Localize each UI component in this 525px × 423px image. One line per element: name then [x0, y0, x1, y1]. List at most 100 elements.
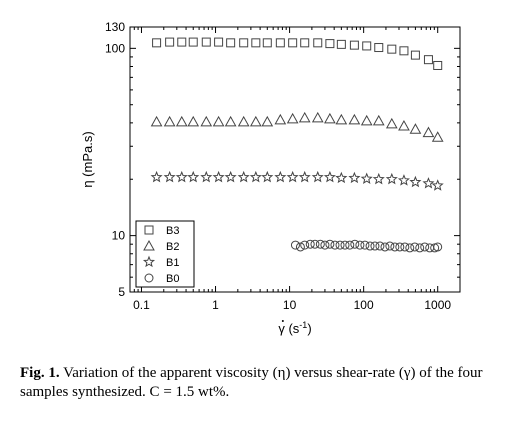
- data-point-b0: [370, 241, 380, 251]
- x-tick-label: 1: [212, 298, 219, 312]
- data-point-b2: [163, 115, 176, 127]
- data-point-b3: [325, 39, 335, 49]
- data-point-b0: [405, 243, 415, 253]
- data-point-b3: [214, 37, 224, 47]
- plot-area: [129, 26, 461, 293]
- data-point-b0: [365, 241, 375, 251]
- data-point-b2: [422, 126, 435, 138]
- data-point-b2: [431, 131, 444, 142]
- x-tick-label: 0.1: [133, 298, 150, 312]
- series-b0: [290, 239, 443, 253]
- data-point-b3: [300, 38, 310, 48]
- data-point-b3: [374, 43, 384, 53]
- data-point-b1: [385, 172, 398, 185]
- data-point-b3: [387, 44, 397, 54]
- data-marks: [150, 37, 444, 253]
- data-point-b0: [385, 241, 395, 251]
- data-point-b0: [410, 242, 420, 252]
- data-point-b2: [249, 115, 262, 127]
- x-tick-label: 100: [354, 298, 374, 312]
- data-point-b2: [274, 113, 287, 125]
- data-point-b2: [237, 115, 250, 127]
- data-point-b0: [433, 242, 443, 252]
- data-point-b2: [261, 115, 274, 127]
- data-point-b2: [298, 111, 311, 123]
- y-tick-label: 100: [105, 41, 125, 55]
- data-point-b3: [288, 38, 298, 48]
- series-b1: [150, 170, 444, 191]
- data-point-b3: [410, 50, 420, 60]
- data-point-b3: [188, 37, 198, 47]
- data-point-b1: [311, 170, 324, 183]
- data-point-b0: [345, 240, 355, 250]
- data-point-b2: [335, 113, 348, 125]
- data-point-b0: [375, 241, 385, 251]
- figure-caption: Fig. 1. Variation of the apparent viscos…: [20, 364, 516, 402]
- chart: 0.1 1 10 100 1000 5 10 100 130 η (mPa.s) γ (s-1) B…: [80, 20, 461, 336]
- x-axis-label: γ (s-1): [278, 320, 311, 336]
- data-point-b0: [400, 242, 410, 252]
- data-point-b1: [237, 170, 250, 183]
- data-point-b0: [300, 240, 310, 250]
- data-point-b2: [372, 114, 385, 126]
- data-point-b2: [398, 119, 410, 131]
- data-point-b0: [340, 240, 350, 250]
- data-point-b3: [336, 39, 346, 49]
- data-point-b0: [355, 240, 365, 250]
- data-point-b3: [433, 60, 443, 70]
- data-point-b2: [212, 115, 225, 127]
- data-point-b1: [335, 171, 348, 184]
- caption-label: Fig. 1.: [20, 365, 60, 381]
- legend-label-b1: B1: [166, 257, 179, 269]
- data-point-b1: [409, 175, 422, 188]
- data-point-b1: [163, 170, 176, 183]
- series-b3: [152, 37, 443, 70]
- data-point-b1: [187, 170, 200, 183]
- data-point-b3: [152, 38, 162, 48]
- data-point-b1: [422, 177, 435, 189]
- series-b2: [150, 111, 444, 142]
- y-axis-label: η (mPa.s): [80, 131, 95, 187]
- data-point-b1: [150, 170, 163, 183]
- data-point-b0: [420, 242, 430, 252]
- data-point-b2: [324, 112, 336, 124]
- data-point-b0: [325, 239, 335, 249]
- data-point-b1: [175, 170, 188, 183]
- y-tick-label: 130: [105, 20, 125, 34]
- data-point-b1: [200, 170, 213, 183]
- data-point-b3: [165, 37, 175, 47]
- data-point-b1: [249, 170, 262, 183]
- data-point-b3: [262, 38, 272, 48]
- data-point-b0: [380, 242, 390, 252]
- data-point-b0: [315, 239, 325, 249]
- data-point-b3: [251, 38, 261, 48]
- data-point-b1: [348, 171, 361, 184]
- data-point-b1: [360, 172, 373, 184]
- data-point-b1: [224, 170, 237, 183]
- data-point-b1: [274, 170, 287, 183]
- data-point-b2: [348, 113, 361, 125]
- legend-label-b0: B0: [166, 273, 179, 285]
- data-point-b0: [295, 242, 305, 252]
- data-point-b0: [330, 240, 340, 250]
- data-point-b0: [350, 239, 360, 249]
- legend-label-b3: B3: [166, 225, 179, 237]
- data-point-b1: [212, 170, 225, 183]
- data-point-b3: [349, 40, 359, 50]
- data-point-b2: [150, 115, 163, 127]
- data-point-b2: [200, 115, 213, 127]
- data-point-b3: [201, 37, 211, 47]
- data-point-b1: [372, 172, 385, 185]
- data-point-b2: [224, 115, 237, 127]
- data-point-b3: [423, 55, 433, 65]
- legend-marker-b1: [142, 255, 156, 268]
- data-point-b2: [360, 114, 373, 126]
- data-point-b1: [397, 174, 410, 186]
- data-point-b1: [323, 170, 336, 183]
- data-point-b3: [177, 37, 187, 47]
- data-point-b2: [311, 111, 324, 123]
- legend-label-b2: B2: [166, 241, 179, 253]
- data-point-b3: [313, 38, 323, 48]
- data-point-b1: [286, 170, 299, 183]
- data-point-b3: [239, 38, 249, 48]
